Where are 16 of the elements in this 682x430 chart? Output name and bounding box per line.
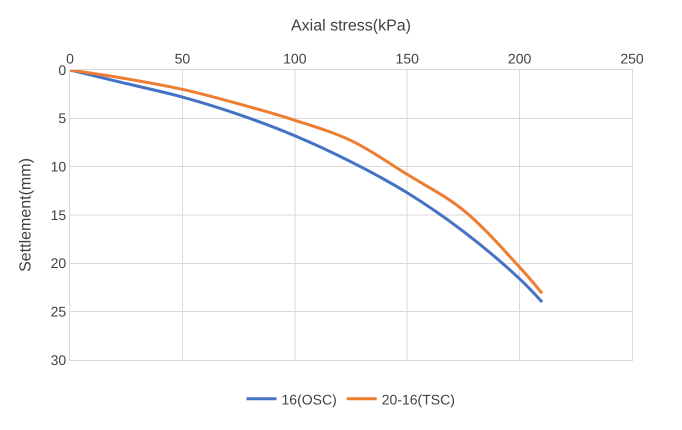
y-tick-label: 10 [50,158,66,175]
legend-label: 16(OSC) [282,391,337,408]
y-tick-label: 0 [58,62,66,78]
x-tick-label: 50 [174,50,190,66]
y-tick-label: 15 [50,206,66,223]
x-tick-label: 200 [508,50,532,66]
x-tick-label: 100 [283,50,307,66]
y-tick-label: 25 [50,304,66,320]
y-tick-label: 30 [50,352,66,368]
y-tick-label: 5 [58,110,66,126]
x-tick-label: 150 [396,50,420,66]
legend-label: 20-16(TSC) [382,391,455,408]
y-axis-title: Settlement(mm) [18,158,35,272]
y-tick-label: 20 [50,255,66,272]
x-axis-title: Axial stress(kPa) [290,17,412,34]
x-tick-label: 250 [620,50,644,66]
